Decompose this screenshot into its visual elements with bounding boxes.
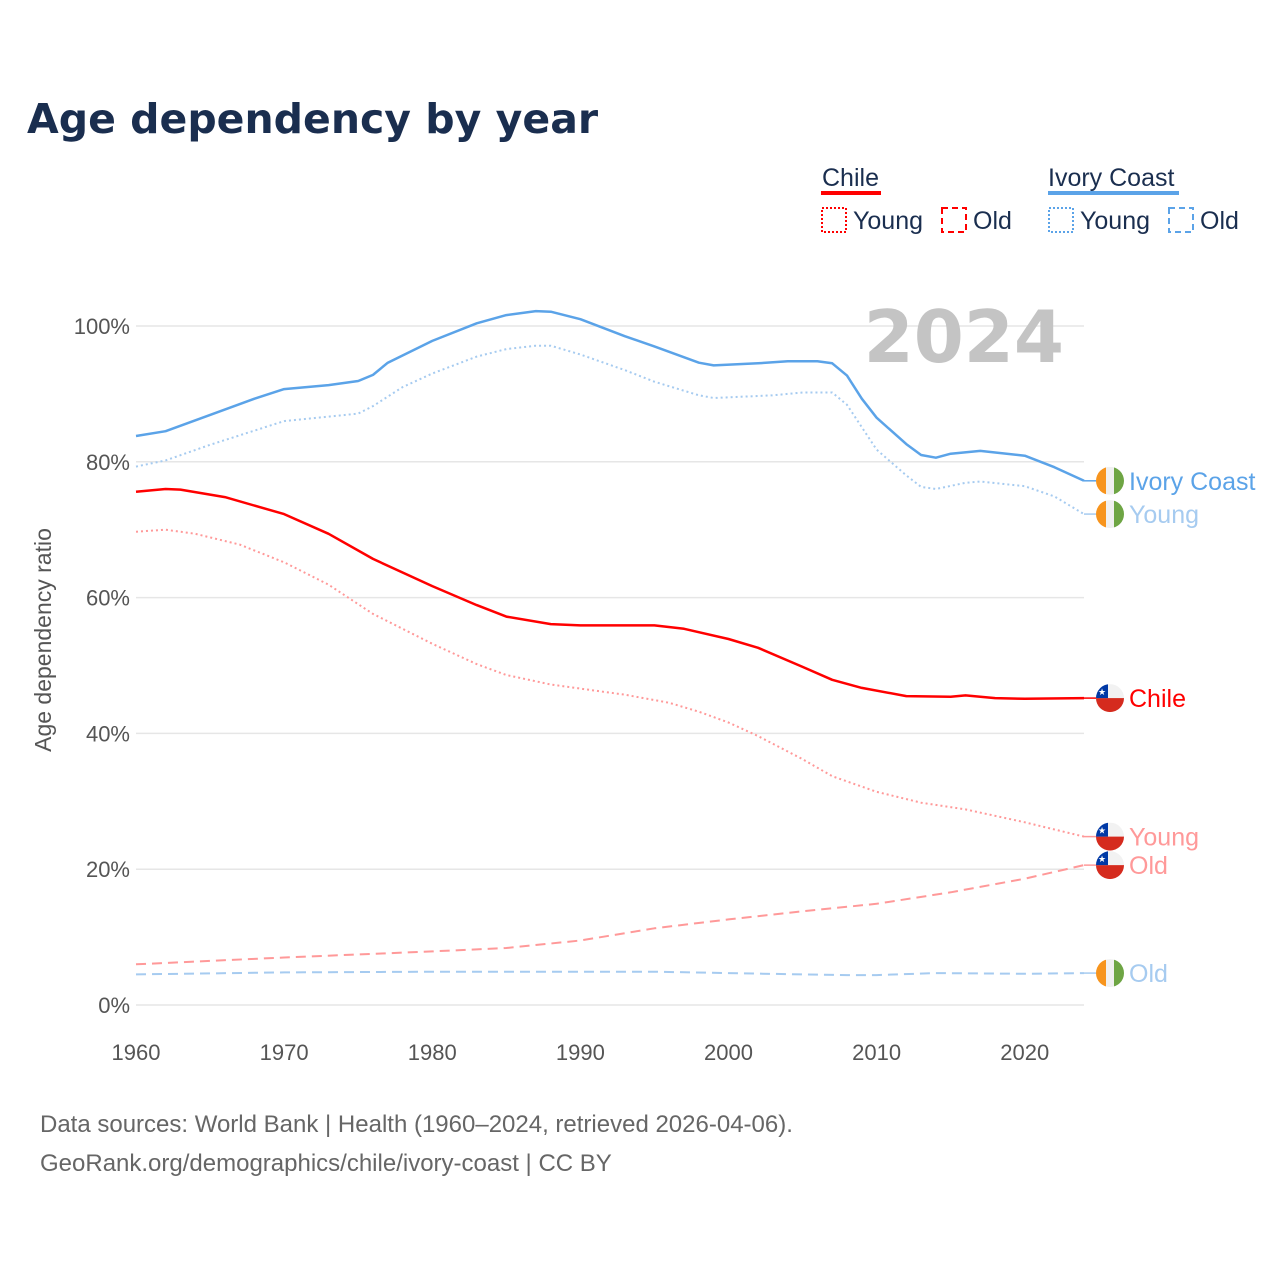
end-labels: Ivory Coast Young ★ Chile ★ Young ★ Old Old xyxy=(1084,466,1255,988)
y-axis-ticks: 0% 20% 40% 60% 80% 100% xyxy=(74,314,130,1018)
ivory-coast-flag-icon xyxy=(1096,959,1124,988)
legend-chile-underline xyxy=(821,191,881,195)
x-axis-ticks: 1960 1970 1980 1990 2000 2010 2020 xyxy=(112,1040,1050,1065)
y-axis-label: Age dependency ratio xyxy=(30,528,56,752)
legend-ivory-old: Old xyxy=(1200,207,1239,235)
end-label-chile-young: Young xyxy=(1129,824,1199,852)
x-tick-label: 1970 xyxy=(260,1040,309,1065)
y-tick-label: 0% xyxy=(98,993,130,1018)
end-label-ivory-coast-old: Old xyxy=(1129,960,1168,988)
legend-group-chile: Chile xyxy=(822,164,879,192)
footer-sources: Data sources: World Bank | Health (1960–… xyxy=(40,1111,793,1138)
chile-flag-icon: ★ xyxy=(1096,851,1124,880)
series-line-chile-young xyxy=(135,528,1085,838)
legend-ivory-young-swatch xyxy=(1048,207,1074,233)
x-tick-label: 2000 xyxy=(704,1040,753,1065)
legend-ivory-old-swatch xyxy=(1168,207,1194,233)
chart-title: Age dependency by year xyxy=(27,95,599,143)
series-line-chile-old xyxy=(135,864,1085,966)
y-tick-label: 60% xyxy=(86,586,130,611)
y-tick-label: 20% xyxy=(86,857,130,882)
x-tick-label: 1980 xyxy=(408,1040,457,1065)
ivory-coast-flag-icon xyxy=(1096,466,1124,495)
legend-chile-old-swatch xyxy=(941,207,967,233)
gridlines xyxy=(136,325,1084,1006)
y-tick-label: 40% xyxy=(86,721,130,746)
legend-chile-young: Young xyxy=(853,207,923,235)
legend: Chile Young Old Ivory Coast Young Old xyxy=(821,164,1239,235)
end-label-chile-old: Old xyxy=(1129,852,1168,880)
y-tick-label: 80% xyxy=(86,450,130,475)
series-line-chile xyxy=(135,487,1085,701)
end-label-chile: Chile xyxy=(1129,685,1186,713)
chile-flag-icon: ★ xyxy=(1096,822,1124,851)
legend-chile-old: Old xyxy=(973,207,1012,235)
chile-flag-icon: ★ xyxy=(1096,684,1124,713)
svg-text:★: ★ xyxy=(1098,687,1106,697)
ivory-coast-flag-icon xyxy=(1096,500,1124,529)
y-tick-label: 100% xyxy=(74,314,130,339)
legend-ivory-underline xyxy=(1048,191,1179,195)
end-label-ivory-coast: Ivory Coast xyxy=(1129,468,1255,496)
x-tick-label: 1990 xyxy=(556,1040,605,1065)
year-watermark: 2024 xyxy=(864,295,1064,379)
x-tick-label: 1960 xyxy=(112,1040,161,1065)
x-tick-label: 2010 xyxy=(852,1040,901,1065)
series-line-ivory-coast-old xyxy=(135,970,1085,977)
x-tick-label: 2020 xyxy=(1000,1040,1049,1065)
legend-ivory-young: Young xyxy=(1080,207,1150,235)
footer-link[interactable]: GeoRank.org/demographics/chile/ivory-coa… xyxy=(40,1150,612,1177)
legend-group-ivory-coast: Ivory Coast xyxy=(1048,164,1174,192)
series-lines xyxy=(135,309,1085,977)
svg-text:★: ★ xyxy=(1098,826,1106,836)
svg-text:★: ★ xyxy=(1098,854,1106,864)
end-label-ivory-coast-young: Young xyxy=(1129,501,1199,529)
series-line-ivory-coast xyxy=(135,309,1085,482)
legend-chile-young-swatch xyxy=(821,207,847,233)
